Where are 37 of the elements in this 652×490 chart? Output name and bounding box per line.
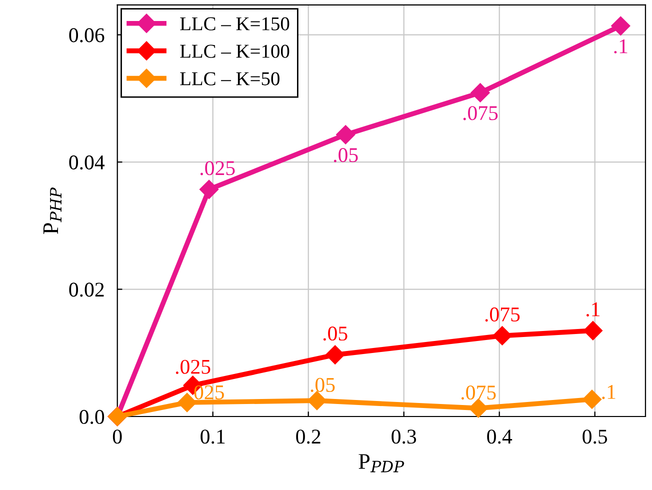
x-tick-label: 0.4 <box>487 430 512 444</box>
y-tick-label: 0.04 <box>69 155 105 170</box>
annotation: .075 <box>463 106 498 120</box>
y-axis-title: P$_{PHP}$ <box>43 188 62 234</box>
point <box>611 16 630 36</box>
annotation: .1 <box>602 385 616 400</box>
annotation: .025 <box>176 360 210 374</box>
y-tick-label: 0.02 <box>69 282 104 297</box>
annotation: .1 <box>586 302 600 316</box>
x-tick-label: 0.2 <box>296 430 320 444</box>
point <box>336 125 356 144</box>
annotation: .025 <box>190 385 224 400</box>
point <box>468 398 488 418</box>
x-tick-label: 0.1 <box>200 430 225 444</box>
y-tick-label: 0.0 <box>80 410 104 424</box>
legend-label: LLC – K=150 <box>180 17 290 30</box>
x-tick-label: 0.5 <box>582 430 608 444</box>
y-tick-label: 0.06 <box>69 28 104 42</box>
point <box>583 321 602 340</box>
x-tick-label: 0 <box>112 430 122 444</box>
annotation: .1 <box>614 39 628 54</box>
legend-label: LLC – K=50 <box>180 72 280 86</box>
point <box>492 326 512 346</box>
annotation: .05 <box>310 378 335 392</box>
x-axis-title: P$_{PDP}$ <box>358 454 404 472</box>
x-tick-label: 0.3 <box>392 430 416 444</box>
point <box>582 390 602 409</box>
annotation: .025 <box>200 161 235 176</box>
annotation: .05 <box>323 326 348 341</box>
legend-label: LLC – K=100 <box>180 44 290 58</box>
point <box>200 180 219 199</box>
point <box>470 83 490 102</box>
annotation: .05 <box>334 148 358 162</box>
annotation: .075 <box>485 307 520 322</box>
point <box>307 391 326 410</box>
annotation: .075 <box>462 385 496 400</box>
point <box>326 345 345 364</box>
